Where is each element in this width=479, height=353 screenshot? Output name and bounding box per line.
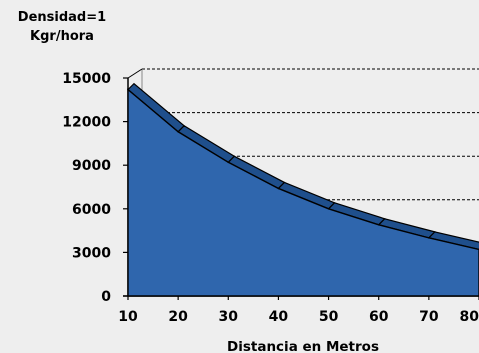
x-tick-label: 50 (319, 309, 339, 325)
y-tick-label: 6000 (72, 202, 111, 218)
x-axis-label: Distancia en Metros (227, 339, 379, 353)
x-tick-label: 30 (219, 309, 239, 325)
x-tick-label: 40 (269, 309, 289, 325)
x-tick-label: 60 (369, 309, 389, 325)
data-point (377, 223, 380, 226)
data-point (327, 208, 330, 210)
x-tick-label: 20 (168, 309, 188, 325)
y-tick-label: 9000 (72, 158, 111, 174)
data-point (428, 237, 430, 239)
y-tick-label: 15000 (62, 71, 111, 87)
y-tick-label: 3000 (72, 245, 111, 261)
y-tick-labels: 0 3000 6000 9000 12000 15000 (62, 71, 111, 305)
x-tick-labels: 10 20 30 40 50 60 70 80 (118, 309, 479, 325)
area-series (127, 82, 479, 297)
x-tick-label: 80 (460, 309, 479, 325)
y-axis-label-line-2: Kgr/hora (30, 29, 94, 44)
y-axis-label-line-1: Densidad=1 (18, 10, 106, 25)
data-point (177, 130, 179, 133)
x-tick-label: 70 (419, 309, 439, 325)
y-tick-label: 12000 (62, 115, 111, 131)
y-tick-label: 0 (101, 289, 111, 305)
data-point (127, 88, 129, 91)
x-tick-label: 10 (118, 309, 138, 325)
data-point (227, 161, 230, 164)
depth-edge (127, 68, 143, 79)
data-point (277, 187, 280, 190)
